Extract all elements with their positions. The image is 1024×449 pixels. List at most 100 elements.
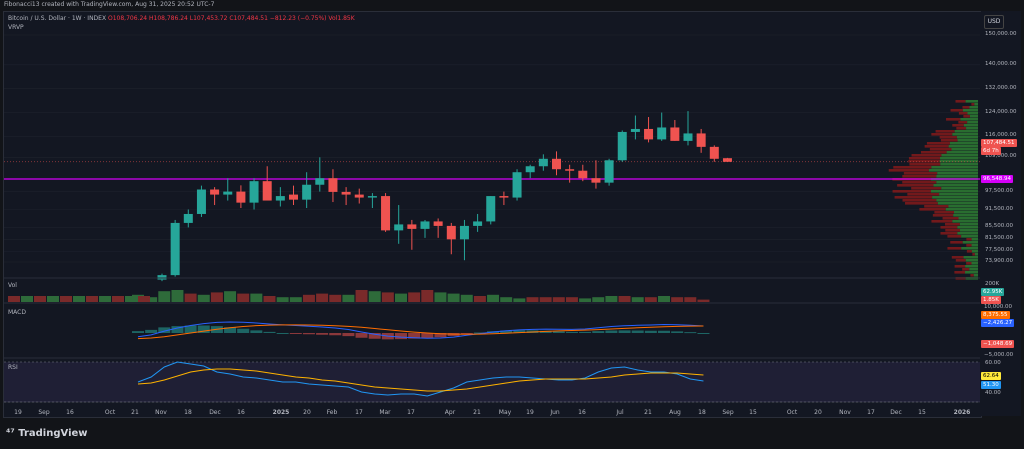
- candle-body: [407, 224, 416, 228]
- macd-histogram-bar: [303, 333, 315, 334]
- volume-profile-bar-up: [965, 265, 978, 268]
- time-axis-label: Nov: [839, 409, 851, 416]
- candle-body: [670, 127, 679, 140]
- macd-tick-bottom: −5,000.00: [984, 352, 1013, 358]
- volume-bar: [671, 297, 683, 302]
- volume-bar: [605, 296, 617, 302]
- volume-profile-bar-down: [947, 247, 961, 250]
- time-axis-label: 21: [473, 409, 481, 416]
- volume-bar: [125, 296, 137, 302]
- volume-profile-bar-up: [969, 106, 978, 109]
- volume-label[interactable]: Vol: [8, 282, 17, 289]
- brand-name: TradingView: [18, 428, 87, 439]
- macd-histogram-bar: [264, 332, 276, 333]
- volume-profile-bar-down: [931, 220, 952, 223]
- candle-body: [381, 196, 390, 230]
- macd-histogram-bar: [658, 331, 670, 333]
- volume-profile-bar-up: [932, 196, 978, 199]
- time-axis-label: May: [499, 409, 512, 416]
- countdown-label: 6d 7h: [981, 147, 1001, 155]
- time-axis-label: 2026: [954, 409, 971, 416]
- volume-bar: [329, 295, 341, 302]
- currency-button[interactable]: USD: [984, 15, 1004, 29]
- volume-profile-bar-down: [940, 232, 957, 235]
- rsi-label[interactable]: RSI: [8, 364, 18, 371]
- footer-bar: ⁴⁷ TradingView: [0, 422, 1024, 449]
- macd-histogram-bar: [632, 331, 644, 334]
- volume-profile-bar-up: [961, 247, 978, 250]
- volume-bar: [99, 296, 111, 302]
- volume-bar: [171, 290, 183, 302]
- candle-body: [197, 190, 206, 214]
- volume-bar: [540, 297, 552, 302]
- volume-profile-bar-up: [938, 202, 978, 205]
- volume-profile-bar-up: [964, 124, 978, 127]
- candle-body: [302, 185, 311, 200]
- macd-label-hist: −1,048.69: [981, 340, 1014, 348]
- candle-body: [421, 221, 430, 228]
- volume-profile-bar-down: [895, 196, 933, 199]
- volume-profile-bar-up: [963, 241, 978, 244]
- volume-profile-bar-down: [940, 226, 957, 229]
- volume-profile-bar-up: [966, 127, 978, 130]
- candle-body: [158, 275, 167, 279]
- volume-profile-bar-down: [909, 163, 940, 166]
- volume-profile-bar-down: [931, 133, 952, 136]
- volume-profile-bar-down: [970, 274, 973, 277]
- volume-profile-bar-up: [940, 160, 978, 163]
- vrvp-label[interactable]: VRVP: [8, 24, 24, 31]
- price-tick-label: 85,500.00: [985, 223, 1013, 229]
- time-axis-label: 18: [698, 409, 706, 416]
- volume-profile-bar-up: [966, 259, 978, 262]
- macd-label[interactable]: MACD: [8, 309, 26, 316]
- price-tick-label: 132,000.00: [985, 85, 1017, 91]
- candle-body: [591, 178, 600, 182]
- time-axis-label: Feb: [327, 409, 338, 416]
- candle-body: [434, 221, 443, 225]
- candle-body: [499, 196, 508, 197]
- rsi-label-rsi: 51.30: [981, 381, 1001, 389]
- volume-profile-bar-up: [961, 235, 978, 238]
- volume-profile-bar-down: [897, 184, 933, 187]
- current-price-label: 107,484.51: [981, 139, 1017, 147]
- time-axis-label: 19: [526, 409, 534, 416]
- time-axis-label: Apr: [445, 409, 456, 416]
- candle-body: [710, 147, 719, 159]
- volume-profile-bar-down: [962, 268, 969, 271]
- time-axis-label: Sep: [38, 409, 50, 416]
- volume-profile-bar-up: [957, 226, 978, 229]
- volume-profile-bar-up: [972, 238, 978, 241]
- volume-bar: [487, 295, 499, 302]
- volume-profile-bar-up: [949, 145, 978, 148]
- volume-profile-bar-down: [911, 187, 941, 190]
- symbol-legend[interactable]: Bitcoin / U.S. Dollar · 1W · INDEX O108,…: [8, 15, 355, 22]
- macd-histogram-bar: [395, 333, 407, 339]
- volume-profile-bar-down: [951, 109, 963, 112]
- volume-profile-bar-down: [971, 103, 974, 106]
- volume-bar: [592, 297, 604, 302]
- volume-bar: [513, 298, 525, 302]
- volume-profile-bar-down: [958, 121, 967, 124]
- candle-body: [342, 192, 351, 195]
- candle-body: [184, 214, 193, 223]
- volume-profile-bar-down: [954, 271, 965, 274]
- price-tick-label: 91,500.00: [985, 206, 1013, 212]
- volume-bar: [211, 292, 223, 302]
- volume-profile-bar-down: [889, 169, 929, 172]
- volume-bar: [250, 294, 262, 302]
- volume-profile-bar-up: [940, 163, 978, 166]
- candle-body: [526, 166, 535, 172]
- volume-bar: [500, 297, 512, 302]
- price-tick-label: 73,900.00: [985, 258, 1013, 264]
- time-axis-label: Sep: [722, 409, 734, 416]
- tradingview-logo[interactable]: ⁴⁷ TradingView: [6, 428, 88, 439]
- time-axis-label: 21: [644, 409, 652, 416]
- volume-profile-bar-up: [948, 205, 978, 208]
- volume-profile-bar-up: [931, 190, 978, 193]
- volume-bar: [21, 296, 33, 302]
- volume-profile-bar-down: [925, 145, 949, 148]
- volume-bar: [303, 295, 315, 302]
- time-axis-label: Dec: [209, 409, 221, 416]
- candle-body: [460, 226, 469, 239]
